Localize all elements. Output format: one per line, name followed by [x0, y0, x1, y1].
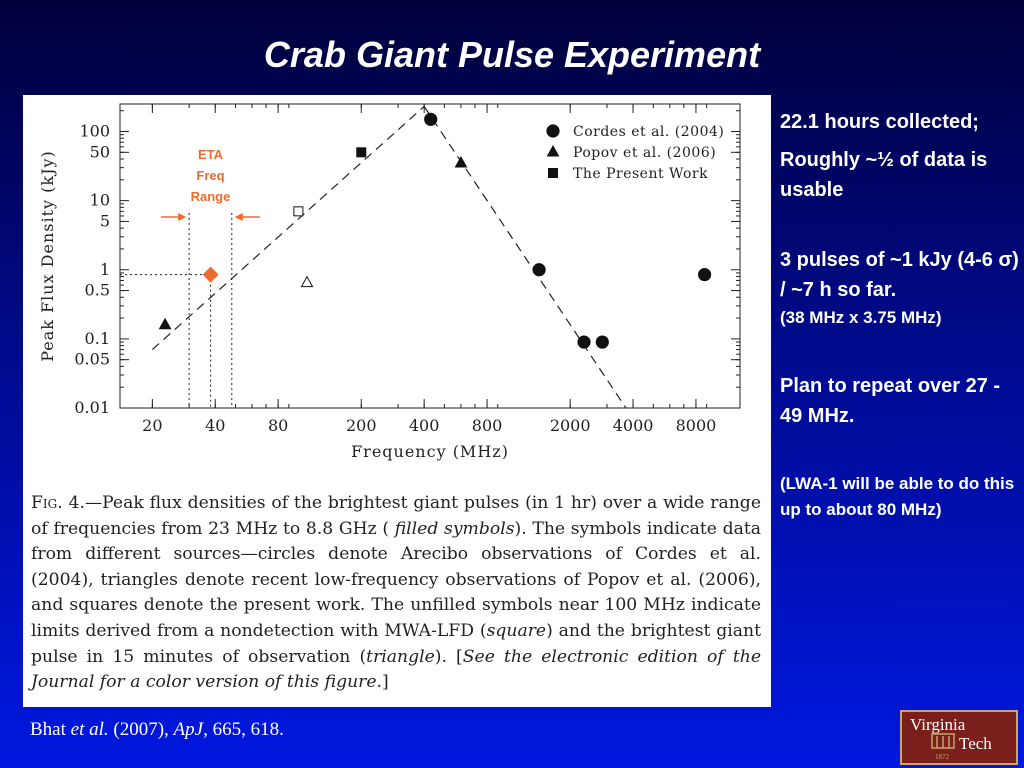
x-tick-label-0: 20 [142, 416, 162, 435]
legend-label-1: Popov et al. (2006) [573, 145, 716, 161]
y-axis-label: Peak Flux Density (kJy) [38, 150, 57, 362]
y-tick-label-2: 10 [90, 191, 110, 210]
fit-line-0 [151, 106, 425, 351]
caption-text-2: ). The symbols indicate data from differ… [31, 518, 761, 641]
caption-text-5: .] [376, 672, 389, 693]
legend-label-0: Cordes et al. (2004) [573, 124, 724, 140]
y-tick-label-6: 0.1 [85, 329, 110, 348]
caption-text-3: ) and the brightest giant pulse in 15 mi… [31, 620, 761, 667]
logo-virginia: Virginia [910, 715, 966, 734]
eta-arrow-left-head [178, 213, 187, 221]
point-triangle-1 [454, 155, 468, 168]
limit-square-0 [293, 206, 304, 217]
y-tick-label-7: 0.05 [74, 350, 110, 369]
caption-triangle: triangle [366, 646, 435, 667]
plot-frame [119, 103, 741, 409]
y-tick-label-0: 100 [79, 122, 110, 141]
point-triangle-0 [158, 317, 172, 330]
x-tick-label-1: 40 [205, 416, 225, 435]
bullet-pulses-sub: (38 MHz x 3.75 MHz) [780, 308, 942, 327]
caption-text-1: —Peak flux densities of the brightest gi… [31, 493, 761, 539]
point-circle-0 [424, 112, 438, 126]
eta-range-label-0: ETA [198, 147, 224, 162]
citation-author: Bhat [30, 719, 71, 740]
point-circle-1 [532, 263, 546, 277]
y-tick-label-3: 5 [100, 211, 110, 230]
logo-tech: Tech [959, 734, 992, 753]
bullet-usable: Roughly ~½ of data is usable [780, 149, 988, 201]
x-tick-label-6: 2000 [550, 416, 591, 435]
x-tick-label-5: 800 [472, 416, 503, 435]
x-tick-label-8: 8000 [676, 416, 717, 435]
legend-marker-triangle [546, 144, 560, 157]
bullet-pulses: 3 pulses of ~1 kJy (4-6 σ) / ~7 h so far… [780, 249, 1019, 301]
figure-panel: 20 40 80 200 400 800 2000 4000 8000 100 50 10 5 1 0.5 0… [23, 95, 771, 707]
figure-caption: Fig. 4.—Peak flux densities of the brigh… [31, 491, 761, 696]
x-tick-label-3: 200 [346, 416, 377, 435]
point-circle-3 [595, 335, 609, 349]
citation-etal: et al. [70, 719, 109, 740]
y-tick-label-1: 50 [90, 142, 110, 161]
virginia-tech-logo: Virginia Tech 1872 [900, 710, 1018, 765]
slide-title: Crab Giant Pulse Experiment [263, 34, 761, 75]
y-tick-label-8: 0.01 [74, 398, 110, 417]
x-tick-label-2: 80 [268, 416, 288, 435]
caption-filled: filled symbols [394, 518, 515, 539]
x-tick-label-7: 4000 [613, 416, 654, 435]
x-tick-label-4: 400 [409, 416, 440, 435]
legend-label-2: The Present Work [573, 166, 708, 182]
limit-triangle-1 [300, 275, 314, 288]
eta-arrow-right-head [234, 213, 243, 221]
citation-journal: ApJ, [173, 719, 208, 740]
y-tick-label-5: 0.5 [85, 281, 110, 300]
caption-fig-label: Fig. 4. [31, 493, 85, 513]
caption-square: square [486, 620, 547, 641]
x-axis-label: Frequency (MHz) [351, 442, 509, 461]
eta-detection-diamond [202, 266, 219, 283]
bullet-list: 22.1 hours collected; Roughly ~½ of data… [780, 107, 1020, 523]
point-circle-2 [577, 335, 591, 349]
bullet-plan: Plan to repeat over 27 - 49 MHz. [780, 375, 1001, 427]
eta-range-label-1: Freq [196, 168, 224, 183]
point-square-0 [356, 147, 367, 158]
bullet-hours: 22.1 hours collected; [780, 111, 979, 133]
eta-range-label-2: Range [191, 189, 231, 204]
caption-text-4: ). [ [434, 646, 463, 667]
citation: Bhat et al. (2007), ApJ, 665, 618. [30, 719, 284, 741]
y-tick-label-4: 1 [100, 260, 110, 279]
point-circle-4 [697, 268, 712, 282]
legend-marker-circle [546, 124, 560, 138]
fit-line-1 [423, 106, 627, 409]
citation-year: (2007), [108, 719, 174, 740]
bullet-lwa: (LWA-1 will be able to do this up to abo… [780, 474, 1015, 519]
citation-ref: 665, 618. [207, 719, 284, 740]
caption-see-also: See the electronic edition of the Journa… [31, 646, 761, 693]
logo-year: 1872 [935, 753, 950, 761]
legend-marker-square [548, 168, 558, 178]
